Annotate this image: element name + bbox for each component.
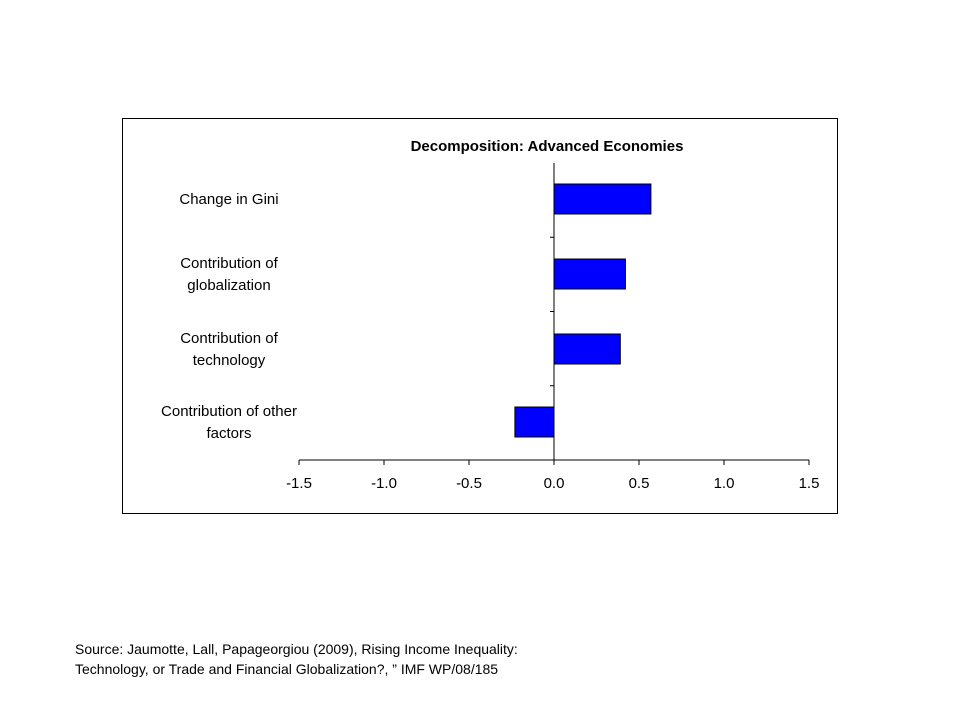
chart-panel: Decomposition: Advanced Economies Change… bbox=[122, 118, 838, 514]
bar-chart: Decomposition: Advanced Economies Change… bbox=[161, 138, 819, 492]
x-tick-label: 1.5 bbox=[799, 475, 820, 492]
bar-3 bbox=[553, 333, 621, 365]
x-tick-label: -1.5 bbox=[286, 475, 312, 492]
x-tick-label: 0.5 bbox=[629, 475, 650, 492]
x-tick-label: 1.0 bbox=[714, 475, 735, 492]
source-line-1: Source: Jaumotte, Lall, Papageorgiou (20… bbox=[75, 641, 518, 657]
plot-area: Change in Gini Contribution of globalizati… bbox=[161, 163, 819, 492]
bar-1 bbox=[553, 183, 652, 215]
category-label: globalization bbox=[187, 277, 270, 294]
category-label: technology bbox=[193, 352, 266, 369]
category-label: Change in Gini bbox=[179, 191, 278, 208]
source-note: Source: Jaumotte, Lall, Papageorgiou (20… bbox=[75, 639, 875, 679]
bar-4 bbox=[514, 406, 555, 438]
source-line-2: Technology, or Trade and Financial Globa… bbox=[75, 661, 499, 677]
category-label: Contribution of bbox=[180, 330, 278, 347]
x-tick-label: 0.0 bbox=[544, 475, 565, 492]
bar-2 bbox=[553, 258, 626, 290]
category-label: factors bbox=[206, 425, 251, 442]
category-label: Contribution of other bbox=[161, 403, 297, 420]
chart-title: Decomposition: Advanced Economies bbox=[411, 138, 684, 155]
x-tick-label: -0.5 bbox=[456, 475, 482, 492]
x-tick-label: -1.0 bbox=[371, 475, 397, 492]
category-label: Contribution of bbox=[180, 255, 278, 272]
